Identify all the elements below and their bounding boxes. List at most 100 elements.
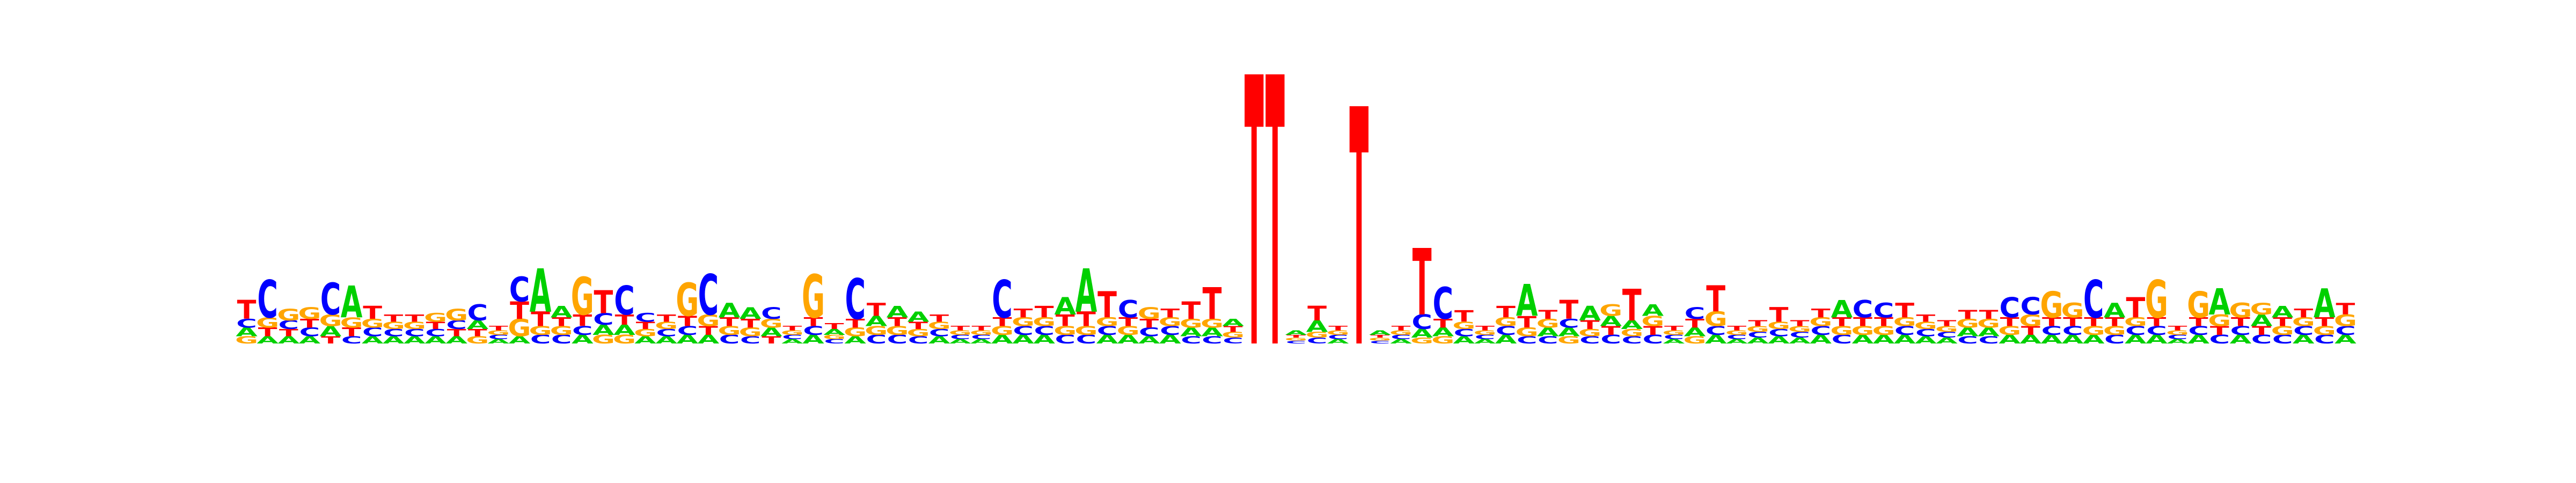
logo-letter-T: T <box>1097 284 1117 326</box>
logo-letter-T: T <box>1706 279 1725 321</box>
logo-letter-C: C <box>404 327 425 339</box>
logo-letter-A: A <box>1012 333 1034 347</box>
logo-letter-T: T <box>657 313 676 325</box>
logo-letter-C: C <box>1307 336 1328 346</box>
logo-letter-C: C <box>2314 333 2335 347</box>
logo-letter-C: C <box>1685 304 1706 323</box>
logo-letter-G: G <box>2187 284 2210 326</box>
logo-letter-T: T <box>1077 308 1096 331</box>
logo-letter-G: G <box>781 330 804 336</box>
logo-letter-C: C <box>2104 333 2125 347</box>
logo-letter-C: C <box>1496 324 1517 338</box>
logo-letter-C: C <box>1664 334 1685 341</box>
logo-letter-G: G <box>1998 324 2021 338</box>
logo-letter-G: G <box>718 324 741 338</box>
logo-letter-C: C <box>2251 333 2272 347</box>
logo-letter-C: C <box>467 301 488 326</box>
logo-letter-C: C <box>551 333 572 347</box>
logo-letter-A: A <box>592 322 614 338</box>
logo-letter-T: T <box>2273 315 2292 329</box>
logo-letter-G: G <box>1201 317 1224 331</box>
logo-letter-A: A <box>1117 333 1139 347</box>
logo-letter-A: A <box>1810 333 1832 347</box>
logo-letter-C: C <box>845 268 866 333</box>
logo-letter-C: C <box>1768 327 1789 339</box>
logo-letter-A: A <box>1705 333 1727 347</box>
logo-letter-G: G <box>1012 315 1035 329</box>
logo-letter-C: C <box>1538 334 1558 346</box>
logo-letter-C: C <box>257 270 278 330</box>
logo-letter-C: C <box>1055 333 1076 347</box>
logo-letter-G: G <box>991 324 1014 338</box>
logo-letter-C: C <box>1160 324 1181 338</box>
logo-letter-T: T <box>1748 319 1768 328</box>
logo-letter-C: C <box>1999 292 2020 325</box>
logo-letter-T: T <box>1160 306 1180 320</box>
logo-letter-G: G <box>340 315 363 331</box>
logo-letter-G: G <box>655 320 678 332</box>
logo-letter-G: G <box>592 333 615 347</box>
logo-letter-G: G <box>2166 330 2189 336</box>
logo-letter-G: G <box>1977 317 2000 331</box>
logo-letter-T: T <box>1832 315 1851 329</box>
logo-letter-T: T <box>2252 324 2271 338</box>
logo-letter-C: C <box>1076 333 1097 347</box>
logo-letter-G: G <box>256 315 279 331</box>
logo-letter-A: A <box>1600 313 1622 330</box>
logo-letter-G: G <box>1935 325 1958 334</box>
logo-letter-G: G <box>2019 312 2042 331</box>
logo-letter-T: T <box>636 320 655 332</box>
logo-letter-T: T <box>2126 292 2145 325</box>
logo-letter-T: T <box>1014 306 1033 320</box>
logo-letter-C: C <box>1013 324 1034 338</box>
logo-letter-C: C <box>950 334 971 341</box>
logo-letter-T: T <box>1224 325 1243 334</box>
logo-letter-A: A <box>1453 334 1475 346</box>
logo-letter-G: G <box>1180 317 1203 331</box>
logo-letter-A: A <box>719 299 741 322</box>
logo-letter-A: A <box>1579 302 1601 325</box>
logo-letter-G: G <box>550 324 573 338</box>
logo-letter-C: C <box>719 333 740 347</box>
logo-letter-T: T <box>867 299 886 320</box>
logo-letter-A: A <box>1726 338 1748 345</box>
logo-letter-G: G <box>970 330 993 336</box>
logo-letter-T: T <box>1937 319 1957 328</box>
logo-letter-C: C <box>1139 325 1160 339</box>
logo-letter-G: G <box>2208 312 2231 331</box>
logo-letter-T: T <box>489 325 508 332</box>
logo-letter-C: C <box>2230 324 2251 338</box>
logo-letter-A: A <box>802 333 824 347</box>
logo-letter-C: C <box>992 270 1013 330</box>
logo-letter-A: A <box>236 325 258 339</box>
logo-letter-C: C <box>1097 324 1118 338</box>
logo-letter-A: A <box>1390 338 1413 345</box>
logo-letter-G: G <box>1368 337 1392 342</box>
logo-letter-C: C <box>572 324 593 338</box>
logo-letter-A: A <box>1537 325 1559 339</box>
logo-letter-C: C <box>761 304 782 323</box>
logo-letter-G: G <box>634 327 657 339</box>
logo-letter-T: T <box>615 312 635 328</box>
logo-letter-C: C <box>1202 334 1223 346</box>
logo-letter-A: A <box>1747 336 1769 346</box>
logo-letter-C: C <box>1810 324 1831 338</box>
logo-letter-G: G <box>1410 336 1433 346</box>
logo-letter-G: G <box>676 273 699 327</box>
logo-letter-T: T <box>1475 325 1495 332</box>
logo-letter-C: C <box>2146 324 2167 338</box>
